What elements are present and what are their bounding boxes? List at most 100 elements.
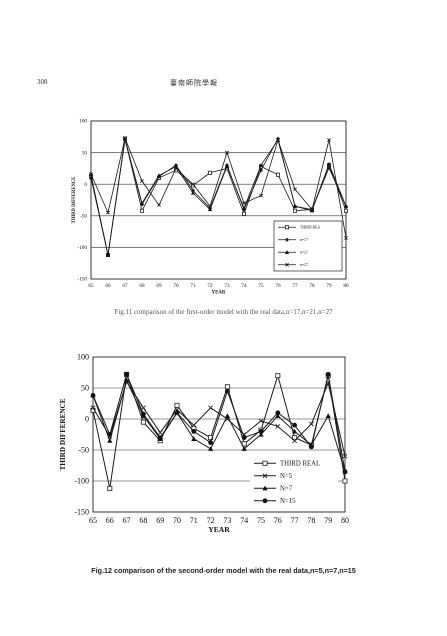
fig11-xtick-label: 69 <box>156 283 162 289</box>
fig12-xtick-label: 77 <box>291 516 299 525</box>
fig11-legend-marker <box>285 262 289 267</box>
fig12-data-point <box>292 422 297 428</box>
fig12-data-point <box>90 405 96 411</box>
fig11-xtick-label: 66 <box>105 283 111 289</box>
fig12-data-point <box>208 446 214 451</box>
fig12-xtick-label: 71 <box>190 516 198 525</box>
fig11-data-point <box>309 208 315 213</box>
fig11-data-point <box>276 138 280 142</box>
fig11-data-point <box>174 166 178 171</box>
fig11-data-point <box>191 182 195 187</box>
fig12-x-axis-label: YEAR <box>208 525 230 534</box>
fig12-xtick-label: 78 <box>307 516 315 525</box>
fig12-data-point <box>241 435 247 440</box>
fig11-x-axis-label: YEAR <box>212 290 226 295</box>
fig12-data-point <box>208 440 214 445</box>
fig12-ytick-label: -50 <box>78 446 89 455</box>
fig11-ytick-label: 100 <box>79 119 87 125</box>
fig12-data-point <box>124 371 129 377</box>
fig12-data-point <box>157 430 163 436</box>
fig11-data-point <box>156 173 162 177</box>
fig12-xtick-label: 70 <box>173 516 181 525</box>
fig11-data-point <box>105 252 111 257</box>
fig12-data-point <box>241 446 247 451</box>
fig12-data-point <box>191 429 197 434</box>
fig11-data-point <box>242 201 246 206</box>
fig12-xtick-label: 65 <box>89 516 97 525</box>
fig11-series-line <box>90 138 347 256</box>
fig12-xtick-label: 79 <box>324 516 332 525</box>
fig11-data-point <box>326 161 332 166</box>
fig11-data-point <box>139 201 145 205</box>
fig12-legend-marker <box>262 498 268 504</box>
fig12-data-point <box>292 428 298 434</box>
fig11-series-line <box>90 136 347 238</box>
fig11-xtick-label: 74 <box>241 283 247 289</box>
fig12-data-point <box>191 436 197 441</box>
fig11-data-point <box>140 179 144 183</box>
fig12-series-line <box>92 372 346 472</box>
fig12-data-point <box>292 438 298 444</box>
fig11-data-point <box>259 193 263 198</box>
page-number: 308 <box>37 78 48 86</box>
fig12-data-point <box>325 371 331 377</box>
fig12-y-axis-label: THIRD DIFFERENCE <box>59 398 67 470</box>
fig11-xtick-label: 71 <box>190 283 196 289</box>
fig11-legend-box <box>273 220 343 272</box>
fig11-data-point <box>224 164 230 169</box>
fig11-legend-label: n=27 <box>300 263 308 267</box>
fig11-xtick-label: 73 <box>224 283 230 289</box>
fig12-legend-marker <box>262 485 268 491</box>
figure-11-caption: Fig.11 comparison of the first-order mod… <box>114 308 333 316</box>
fig11-xtick-label: 65 <box>88 283 94 289</box>
fig12-ytick-label: 50 <box>81 384 89 393</box>
fig12-data-point <box>224 384 230 390</box>
fig12-ytick-label: -150 <box>74 508 89 517</box>
fig11-legend-marker <box>284 237 290 242</box>
fig12-legend-label: THIRD REAL <box>280 461 320 468</box>
fig12-series-4 <box>90 371 348 475</box>
fig12-xtick-label: 69 <box>156 516 164 525</box>
fig11-data-point <box>207 207 213 212</box>
fig12-data-point <box>342 478 348 484</box>
fig11-ytick-label: 50 <box>82 150 88 156</box>
fig11-data-point <box>275 172 280 177</box>
fig11-data-point <box>310 207 314 212</box>
fig12-xtick-label: 76 <box>274 516 282 525</box>
fig11-data-point <box>241 211 246 216</box>
fig11-data-point <box>207 170 212 175</box>
fig12-data-point <box>124 377 130 383</box>
fig12-data-point <box>140 419 146 425</box>
fig11-data-point <box>343 204 349 208</box>
fig11-data-point <box>258 168 264 173</box>
fig12-data-point <box>90 393 96 398</box>
fig12-data-point <box>174 402 180 408</box>
fig11-ytick-label: -50 <box>80 214 87 220</box>
fig11-series-line <box>90 138 347 256</box>
fig12-data-point <box>140 405 146 411</box>
fig11-data-point <box>225 150 229 155</box>
fig11-xtick-label: 78 <box>309 283 315 289</box>
fig11-legend-label: n=17 <box>300 238 308 242</box>
fig11-data-point <box>343 208 348 213</box>
fig11-xtick-label: 70 <box>173 283 179 289</box>
fig12-legend-label: N=7 <box>280 486 293 493</box>
fig12-legend-marker <box>262 473 268 479</box>
fig12-ytick-label: -100 <box>74 477 89 486</box>
fig12-data-point <box>258 418 264 424</box>
fig11-xtick-label: 75 <box>258 283 264 289</box>
fig12-xtick-label: 74 <box>240 516 248 525</box>
fig12-data-point <box>342 453 348 459</box>
fig11-xtick-label: 77 <box>292 283 298 289</box>
fig12-data-point <box>342 469 348 475</box>
fig11-y-axis-label: THIRD DIFFERENCE <box>72 177 77 224</box>
journal-title: 臺南師院學報 <box>170 79 218 87</box>
fig11-plot-frame <box>90 120 347 280</box>
fig12-data-point <box>275 410 281 416</box>
fig11-data-point <box>139 208 144 213</box>
fig11-data-point <box>208 204 212 209</box>
fig11-legend-marker <box>284 250 290 254</box>
fig12-data-point <box>258 431 264 437</box>
